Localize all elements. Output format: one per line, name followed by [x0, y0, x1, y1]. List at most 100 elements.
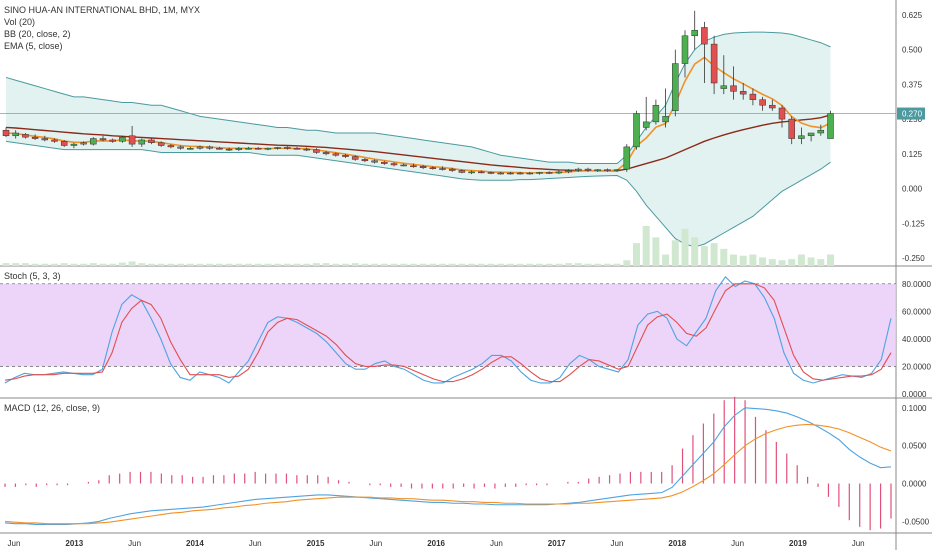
volume-bar	[827, 254, 834, 266]
candle-body	[545, 172, 553, 174]
volume-bar	[89, 263, 97, 266]
candle-body	[633, 113, 640, 148]
volume-bar	[12, 263, 20, 266]
volume-bar	[206, 263, 214, 266]
y-tick-label-stoch: 0.0000	[902, 390, 927, 399]
candle-body	[419, 166, 427, 168]
candle-body	[439, 168, 446, 170]
volume-bar	[526, 263, 534, 266]
volume-bar	[710, 243, 718, 266]
legend-volume[interactable]: Vol (20)	[4, 17, 36, 27]
x-tick-label: Jun	[128, 539, 141, 548]
candle-body	[807, 132, 815, 137]
candle-body	[60, 141, 68, 146]
candle-body	[274, 147, 281, 149]
candle-body	[701, 27, 708, 45]
volume-bar	[342, 263, 349, 266]
candle-body	[769, 104, 776, 109]
x-tick-label: Jun	[8, 539, 21, 548]
volume-bar	[361, 263, 369, 266]
volume-bar	[177, 263, 185, 266]
volume-bar	[613, 263, 621, 266]
candle-body	[400, 164, 407, 167]
volume-bar	[497, 263, 505, 266]
legend-bollinger[interactable]: BB (20, close, 2)	[4, 29, 71, 39]
volume-bar	[681, 228, 689, 266]
volume-bar	[167, 263, 175, 266]
volume-bar	[468, 263, 476, 266]
volume-bar	[516, 263, 524, 266]
macd-legend[interactable]: MACD (12, 26, close, 9)	[4, 403, 101, 413]
candle-body	[313, 149, 320, 153]
candle-body	[177, 146, 184, 149]
x-tick-label: Jun	[611, 539, 624, 548]
candle-body	[788, 118, 795, 139]
volume-bar	[351, 263, 359, 266]
stoch-line-d	[4, 283, 892, 383]
volume-bar	[448, 263, 456, 266]
legend-ema[interactable]: EMA (5, close)	[4, 41, 63, 51]
candle-body	[448, 168, 456, 171]
x-tick-label: 2017	[548, 539, 566, 548]
x-tick-label: Jun	[369, 539, 382, 548]
candle-body	[371, 160, 378, 163]
candle-body	[157, 142, 165, 146]
volume-bar	[293, 263, 301, 266]
y-tick-label-main: -0.125	[902, 219, 925, 228]
candle-body	[90, 138, 97, 145]
x-tick-label: 2013	[65, 539, 83, 548]
x-tick-label: 2016	[427, 539, 445, 548]
candle-body	[778, 107, 786, 120]
candle-body	[361, 159, 369, 162]
x-tick-label: 2015	[307, 539, 325, 548]
volume-bar	[691, 237, 699, 266]
y-tick-label-macd: -0.0500	[902, 517, 930, 526]
candle-body	[584, 168, 592, 171]
volume-bar	[148, 263, 155, 266]
volume-bar	[671, 240, 679, 266]
volume-bar	[99, 263, 107, 266]
volume-bar	[138, 263, 146, 266]
y-tick-label-main: -0.250	[902, 254, 925, 263]
candle-body	[12, 132, 19, 137]
x-tick-label: 2018	[668, 539, 686, 548]
last-price-label: 0.270	[902, 110, 923, 119]
volume-bar	[196, 263, 204, 266]
volume-bar	[118, 262, 126, 266]
stoch-legend[interactable]: Stoch (5, 3, 3)	[4, 271, 61, 281]
candle-body	[672, 63, 679, 112]
stoch-line-k	[4, 276, 892, 384]
legend-symbol[interactable]: SINO HUA-AN INTERNATIONAL BHD, 1M, MYX	[4, 5, 201, 15]
candle-body	[468, 171, 475, 174]
volume-bar	[730, 254, 737, 266]
y-tick-label-stoch: 80.0000	[902, 280, 931, 289]
candle-body	[681, 35, 689, 64]
candle-body	[478, 171, 485, 174]
volume-bar	[264, 263, 272, 266]
volume-bar	[41, 263, 49, 266]
candle-body	[594, 169, 601, 171]
volume-bar	[274, 263, 282, 266]
volume-bar	[70, 263, 78, 266]
candle-body	[303, 148, 310, 151]
volume-bar	[700, 246, 708, 266]
x-tick-label: 2014	[186, 539, 204, 548]
volume-bar	[506, 263, 514, 266]
candle-body	[138, 139, 146, 145]
candle-body	[342, 154, 349, 157]
y-tick-label-stoch: 60.0000	[902, 307, 931, 316]
candle-body	[254, 148, 262, 150]
x-tick-label: Jun	[731, 539, 744, 548]
candle-body	[575, 168, 582, 171]
volume-bar	[807, 257, 815, 266]
candle-body	[739, 91, 747, 95]
volume-bar	[51, 263, 58, 266]
volume-bar	[400, 263, 408, 266]
volume-bar	[603, 263, 611, 266]
candle-body	[128, 135, 136, 145]
volume-bar	[31, 263, 39, 266]
volume-bar	[409, 263, 417, 266]
y-tick-label-main: 0.250	[902, 115, 923, 124]
volume-bar	[80, 263, 88, 266]
volume-bar	[254, 263, 262, 266]
